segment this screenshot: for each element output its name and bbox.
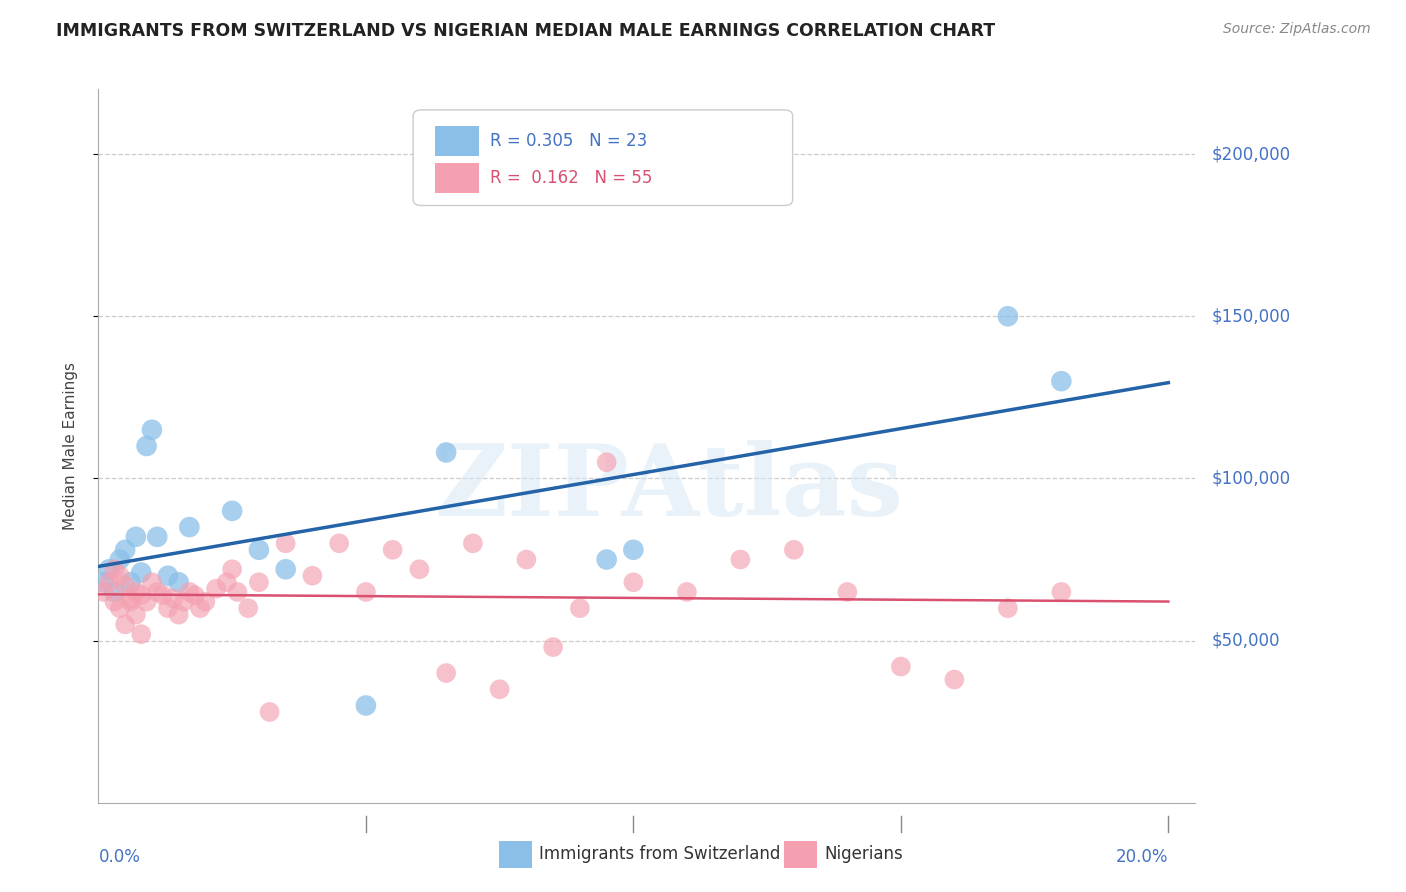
Point <box>226 585 249 599</box>
Point <box>162 591 184 606</box>
Point <box>997 310 1019 324</box>
Point <box>152 588 174 602</box>
Text: Nigerians: Nigerians <box>824 846 903 863</box>
Point <box>274 562 297 576</box>
Point <box>595 455 617 469</box>
Point <box>135 439 157 453</box>
Point <box>93 575 115 590</box>
Text: Immigrants from Switzerland: Immigrants from Switzerland <box>540 846 780 863</box>
Point <box>114 542 136 557</box>
Point <box>120 595 142 609</box>
Point <box>156 568 179 582</box>
Point <box>146 585 169 599</box>
Point <box>328 536 350 550</box>
Point <box>221 562 243 576</box>
Point <box>141 423 163 437</box>
Point <box>103 585 125 599</box>
Point <box>621 575 644 590</box>
Point <box>301 568 323 582</box>
Point <box>247 575 270 590</box>
Point <box>103 562 125 576</box>
Point <box>129 588 152 602</box>
Point <box>274 536 297 550</box>
Bar <box>499 840 531 868</box>
Point <box>621 542 644 557</box>
Bar <box>434 162 479 193</box>
Point <box>146 530 169 544</box>
Point <box>125 530 148 544</box>
Point <box>108 601 131 615</box>
Point <box>129 566 152 580</box>
Point <box>1050 585 1073 599</box>
Point <box>1050 374 1073 388</box>
Text: $150,000: $150,000 <box>1212 307 1291 326</box>
Point <box>108 552 131 566</box>
Point <box>730 552 752 566</box>
Point <box>783 542 806 557</box>
Point <box>135 595 157 609</box>
Point <box>259 705 281 719</box>
Point <box>568 601 591 615</box>
Point <box>183 588 205 602</box>
Point <box>997 601 1019 615</box>
Point <box>354 698 377 713</box>
Point <box>515 552 537 566</box>
Bar <box>434 126 479 155</box>
FancyBboxPatch shape <box>413 110 793 205</box>
Point <box>215 575 238 590</box>
Text: $100,000: $100,000 <box>1212 469 1291 487</box>
Point <box>837 585 859 599</box>
Point <box>173 595 195 609</box>
Point <box>156 601 179 615</box>
Text: 20.0%: 20.0% <box>1116 848 1168 866</box>
Point <box>98 562 121 576</box>
Text: R = 0.305   N = 23: R = 0.305 N = 23 <box>489 132 647 150</box>
Point <box>434 666 457 681</box>
Point <box>108 568 131 582</box>
Text: 0.0%: 0.0% <box>98 848 141 866</box>
Point <box>221 504 243 518</box>
Text: $200,000: $200,000 <box>1212 145 1291 163</box>
Point <box>93 585 115 599</box>
Point <box>98 575 121 590</box>
Point <box>179 585 201 599</box>
Text: $50,000: $50,000 <box>1212 632 1281 649</box>
Y-axis label: Median Male Earnings: Median Male Earnings <box>63 362 77 530</box>
Bar <box>785 840 817 868</box>
Point <box>943 673 966 687</box>
Point <box>461 536 484 550</box>
Point <box>114 617 136 632</box>
Text: Source: ZipAtlas.com: Source: ZipAtlas.com <box>1223 22 1371 37</box>
Point <box>595 552 617 566</box>
Point <box>381 542 404 557</box>
Point <box>890 659 912 673</box>
Point <box>103 595 125 609</box>
Point <box>488 682 510 697</box>
Point <box>194 595 217 609</box>
Text: IMMIGRANTS FROM SWITZERLAND VS NIGERIAN MEDIAN MALE EARNINGS CORRELATION CHART: IMMIGRANTS FROM SWITZERLAND VS NIGERIAN … <box>56 22 995 40</box>
Point <box>129 627 152 641</box>
Point <box>141 575 163 590</box>
Point <box>434 445 457 459</box>
Text: R =  0.162   N = 55: R = 0.162 N = 55 <box>489 169 652 186</box>
Point <box>120 591 142 606</box>
Point <box>125 607 148 622</box>
Point <box>167 575 190 590</box>
Point <box>238 601 260 615</box>
Point <box>179 520 201 534</box>
Point <box>408 562 430 576</box>
Point <box>188 601 211 615</box>
Point <box>676 585 699 599</box>
Point <box>167 607 190 622</box>
Point <box>541 640 564 654</box>
Point <box>120 575 142 590</box>
Point <box>114 578 136 592</box>
Point <box>125 585 148 599</box>
Point <box>247 542 270 557</box>
Point <box>205 582 228 596</box>
Point <box>354 585 377 599</box>
Text: ZIPAtlas: ZIPAtlas <box>434 441 903 537</box>
